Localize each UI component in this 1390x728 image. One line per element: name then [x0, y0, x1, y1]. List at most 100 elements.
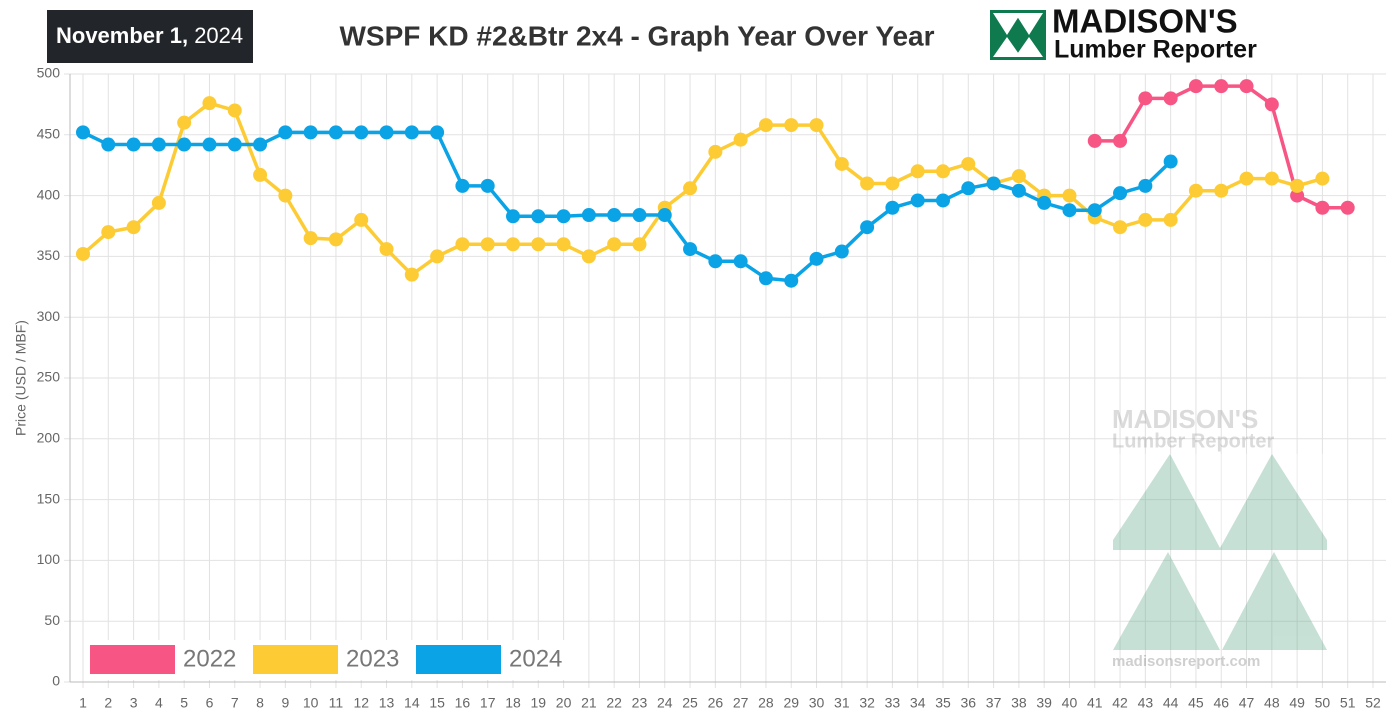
data-point [531, 209, 546, 224]
data-point [910, 193, 925, 208]
y-tick-label: 0 [52, 673, 60, 689]
data-point [1037, 195, 1052, 210]
data-point [253, 167, 268, 182]
data-point [784, 273, 799, 288]
data-point [657, 208, 672, 223]
data-point [1315, 171, 1330, 186]
x-tick-label: 22 [606, 695, 622, 711]
data-point [1290, 178, 1305, 193]
data-point [1163, 212, 1178, 227]
x-tick-label: 41 [1087, 695, 1103, 711]
y-tick-label: 500 [37, 65, 61, 81]
x-tick-label: 42 [1112, 695, 1128, 711]
data-point [885, 200, 900, 215]
x-tick-label: 24 [657, 695, 673, 711]
data-point [328, 232, 343, 247]
x-tick-label: 19 [531, 695, 547, 711]
x-tick-label: 17 [480, 695, 496, 711]
data-point [531, 237, 546, 252]
data-point [303, 231, 318, 246]
y-tick-label: 150 [37, 490, 61, 506]
watermark: MADISON'S Lumber Reporter madisonsreport… [1112, 404, 1327, 670]
data-point [733, 132, 748, 147]
x-tick-label: 35 [935, 695, 951, 711]
data-point [632, 208, 647, 223]
data-point [834, 156, 849, 171]
chart-title: WSPF KD #2&Btr 2x4 - Graph Year Over Yea… [339, 20, 934, 51]
x-tick-label: 29 [783, 695, 799, 711]
data-point [430, 125, 445, 140]
logo-name: MADISON'S [1052, 3, 1238, 40]
x-tick-label: 10 [303, 695, 319, 711]
data-point [151, 195, 166, 210]
data-point [708, 144, 723, 159]
y-tick-label: 250 [37, 369, 61, 385]
x-tick-label: 30 [809, 695, 825, 711]
date: November 1, 2024 [56, 23, 243, 48]
watermark-subtitle: Lumber Reporter [1112, 430, 1274, 452]
watermark-url: madisonsreport.com [1112, 653, 1260, 670]
data-point [202, 96, 217, 111]
legend-swatch [253, 645, 338, 674]
data-point [278, 125, 293, 140]
data-point [101, 137, 116, 152]
x-tick-label: 20 [556, 695, 572, 711]
x-tick-label: 43 [1138, 695, 1154, 711]
data-point [1163, 91, 1178, 106]
x-tick-label: 39 [1036, 695, 1052, 711]
watermark-icon-lower [1113, 552, 1327, 650]
y-tick-label: 50 [44, 612, 60, 628]
x-tick-label: 40 [1062, 695, 1078, 711]
data-point [1340, 200, 1355, 215]
x-tick-label: 5 [180, 695, 188, 711]
data-point [1062, 188, 1077, 203]
data-point [834, 244, 849, 259]
data-point [683, 242, 698, 257]
x-tick-label: 32 [859, 695, 875, 711]
x-tick-label: 11 [329, 695, 344, 711]
watermark-icon [1113, 454, 1327, 550]
data-point [758, 118, 773, 133]
x-tick-label: 13 [379, 695, 395, 711]
x-tick-label: 51 [1340, 695, 1356, 711]
x-tick-label: 23 [632, 695, 648, 711]
y-tick-label: 100 [37, 551, 61, 567]
data-point [1214, 79, 1229, 94]
x-tick-label: 21 [581, 695, 597, 711]
data-point [328, 125, 343, 140]
x-tick-label: 25 [682, 695, 698, 711]
x-tick-label: 7 [231, 695, 239, 711]
x-tick-label: 6 [206, 695, 214, 711]
data-point [379, 242, 394, 257]
data-point [126, 220, 141, 235]
data-point [683, 181, 698, 196]
data-point [253, 137, 268, 152]
data-point [1011, 183, 1026, 198]
data-point [1239, 79, 1254, 94]
logo-subtitle: Lumber Reporter [1054, 36, 1257, 64]
data-point [961, 156, 976, 171]
data-point [202, 137, 217, 152]
data-point [379, 125, 394, 140]
data-point [76, 125, 90, 140]
data-point [1138, 91, 1153, 106]
data-point [708, 254, 723, 269]
data-point [1113, 220, 1128, 235]
data-point [126, 137, 141, 152]
x-tick-label: 28 [758, 695, 774, 711]
data-point [860, 220, 875, 235]
data-point [76, 246, 90, 261]
legend-label: 2023 [346, 645, 399, 672]
x-tick-label: 8 [256, 695, 264, 711]
data-point [177, 115, 192, 130]
y-axis-label: Price (USD / MBF) [13, 320, 29, 436]
data-point [227, 103, 242, 118]
x-tick-label: 16 [455, 695, 471, 711]
x-tick-label: 26 [708, 695, 724, 711]
data-point [151, 137, 166, 152]
x-tick-label: 44 [1163, 695, 1179, 711]
x-tick-label: 49 [1289, 695, 1305, 711]
y-tick-label: 400 [37, 186, 61, 202]
data-point [354, 125, 369, 140]
watermark-name: MADISON'S [1112, 404, 1258, 434]
